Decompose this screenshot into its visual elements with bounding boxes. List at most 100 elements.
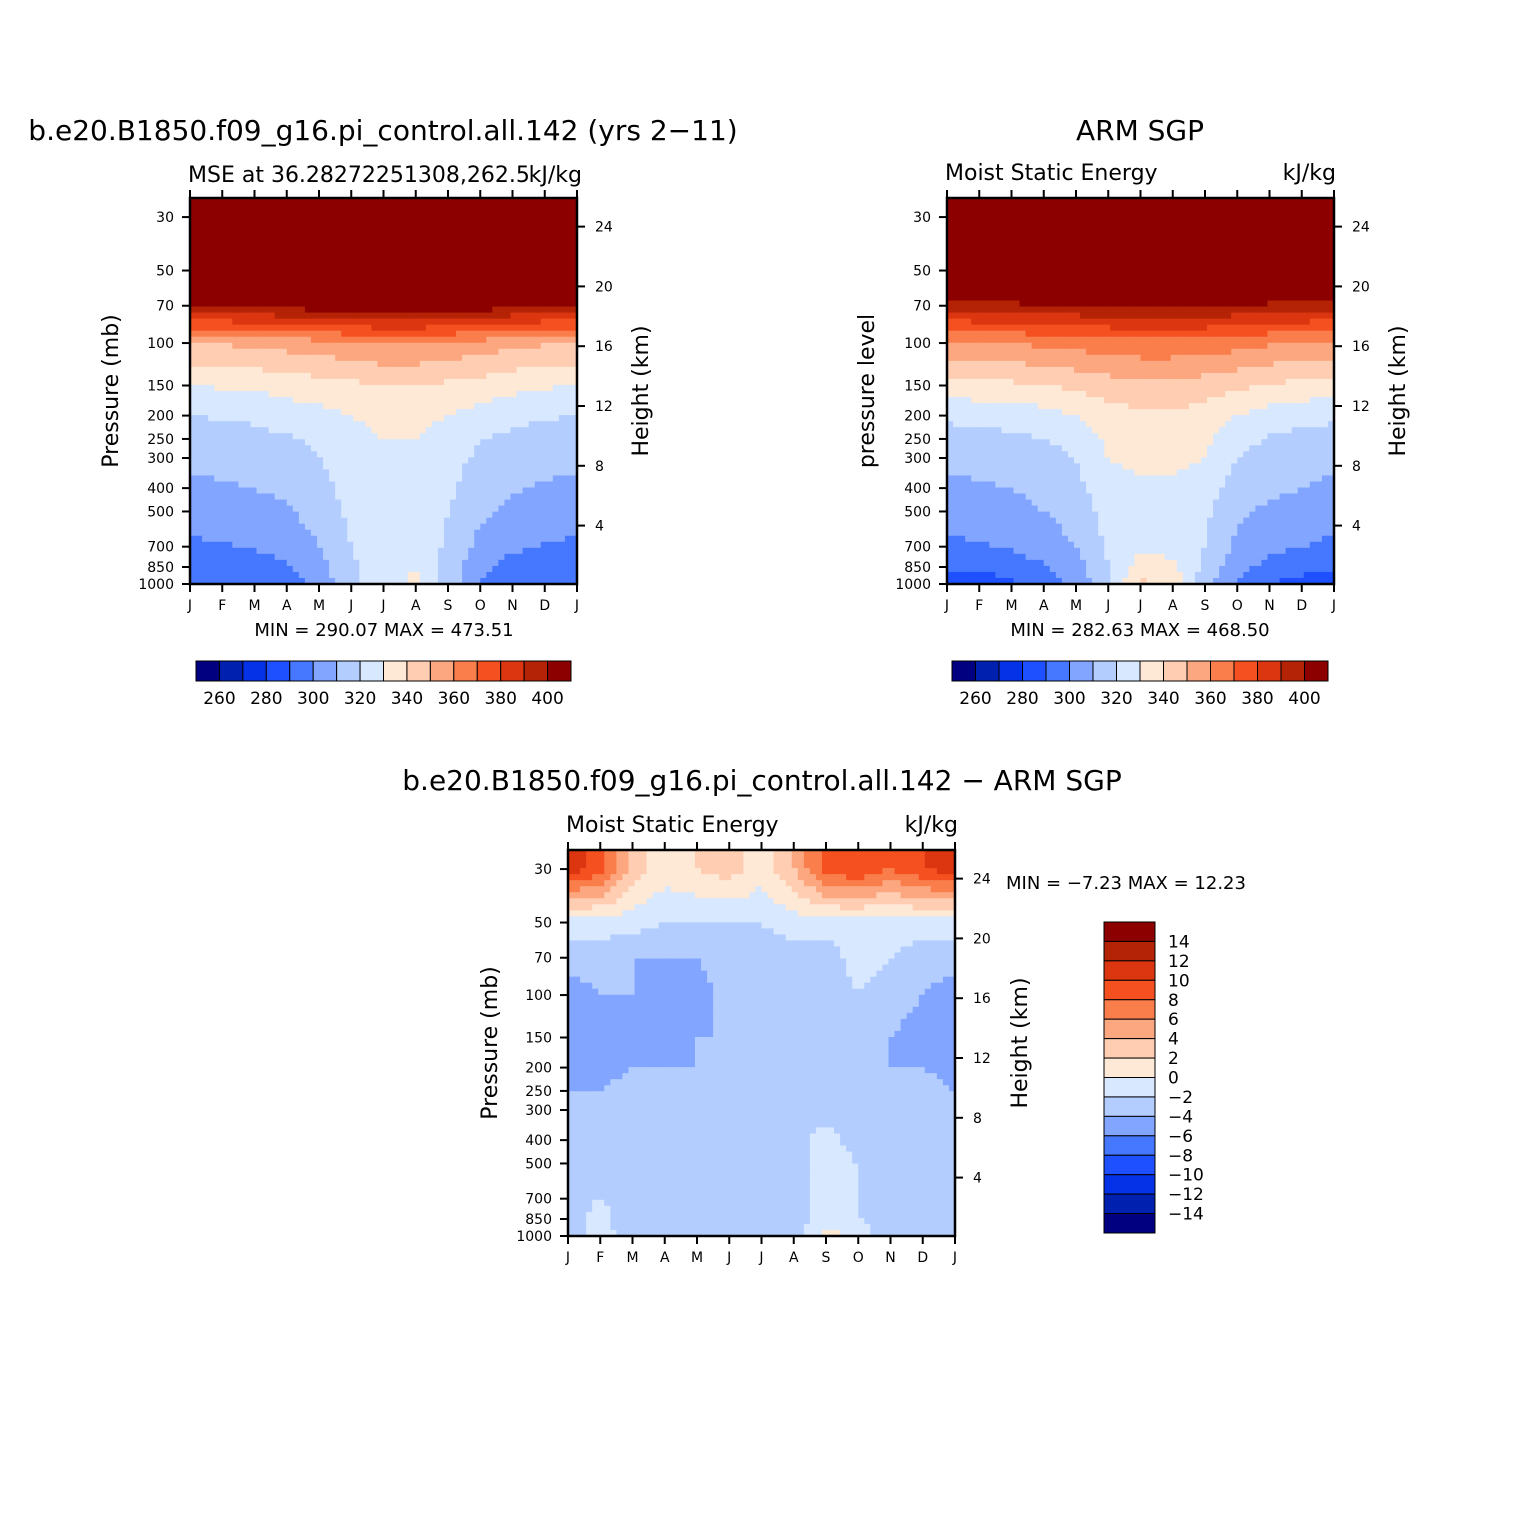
contour-cell [552,481,560,489]
contour-cell [286,523,294,531]
contour-cell [202,288,209,296]
contour-cell [437,294,445,302]
contour-cell [456,469,463,477]
contour-cell [268,577,276,585]
contour-cell [492,270,499,278]
contour-cell [450,306,457,314]
contour-cell [208,258,215,265]
contour-cell [323,559,330,567]
contour-cell [256,475,264,483]
contour-cell [516,210,524,217]
contour-cell [413,577,421,585]
contour-cell [540,523,548,531]
contour-cell [959,234,966,241]
contour-cell [365,439,373,446]
contour-cell [250,276,258,284]
contour-cell [480,294,487,302]
contour-cell [522,228,530,235]
contour-cell [274,234,282,241]
contour-cell [407,360,415,368]
contour-cell [244,342,252,350]
contour-cell [419,216,427,223]
contour-cell [1219,216,1226,223]
contour-cell [1152,210,1160,217]
contour-cell [298,457,306,464]
contour-cell [534,481,542,489]
contour-cell [570,481,578,489]
contour-cell [534,384,542,392]
contour-cell [329,372,336,380]
contour-cell [468,421,475,428]
contour-cell [371,258,379,265]
contour-cell [443,198,451,205]
contour-cell [250,306,258,314]
contour-cell [329,240,336,247]
contour-cell [480,360,487,368]
contour-cell [214,493,221,501]
contour-cell [492,384,499,392]
contour-cell [504,511,512,519]
contour-cell [335,360,342,368]
x-tick-label: F [218,598,226,614]
contour-cell [564,469,572,477]
contour-cell [462,535,469,543]
contour-cell [474,330,481,338]
contour-cell [353,409,360,416]
contour-cell [268,270,276,278]
contour-cell [220,210,227,217]
contour-cell [335,204,342,211]
contour-cell [1080,204,1087,211]
contour-cell [1255,228,1263,235]
contour-cell [208,198,215,205]
contour-cell [456,445,463,452]
contour-cell [244,517,252,525]
contour-cell [226,348,233,356]
contour-cell [220,391,227,398]
contour-cell [220,198,227,205]
contour-cell [377,511,385,519]
contour-cell [552,240,560,247]
contour-cell [522,234,530,241]
contour-cell [480,270,487,278]
contour-cell [552,354,560,362]
contour-cell [208,372,215,380]
contour-cell [558,517,566,525]
contour-cell [196,294,203,302]
contour-cell [959,216,966,223]
contour-cell [1031,210,1039,217]
contour-cell [462,487,469,495]
contour-cell [456,276,463,284]
contour-cell [323,511,330,519]
contour-cell [504,517,512,525]
contour-cell [377,222,385,229]
contour-cell [274,276,282,284]
contour-cell [1267,210,1275,217]
contour-cell [510,517,518,525]
contour-cell [1261,246,1269,253]
contour-cell [468,318,475,326]
contour-cell [268,228,276,235]
contour-cell [226,282,233,290]
contour-cell [450,384,457,392]
contour-cell [214,445,221,452]
contour-cell [522,306,530,314]
contour-cell [250,342,258,350]
contour-cell [450,517,457,525]
contour-cell [389,318,397,326]
contour-cell [492,457,499,464]
contour-cell [202,397,209,404]
contour-cell [202,535,209,543]
contour-cell [1086,246,1093,253]
contour-cell [329,312,336,320]
contour-cell [190,439,197,446]
contour-cell [304,210,312,217]
contour-cell [268,312,276,320]
model-title: b.e20.B1850.f09_g16.pi_control.all.142 (… [28,114,737,147]
contour-cell [977,198,984,205]
contour-cell [365,198,373,205]
contour-cell [244,288,252,296]
contour-cell [468,451,475,458]
contour-cell [280,523,288,531]
contour-cell [323,397,330,404]
contour-cell [1261,198,1269,205]
